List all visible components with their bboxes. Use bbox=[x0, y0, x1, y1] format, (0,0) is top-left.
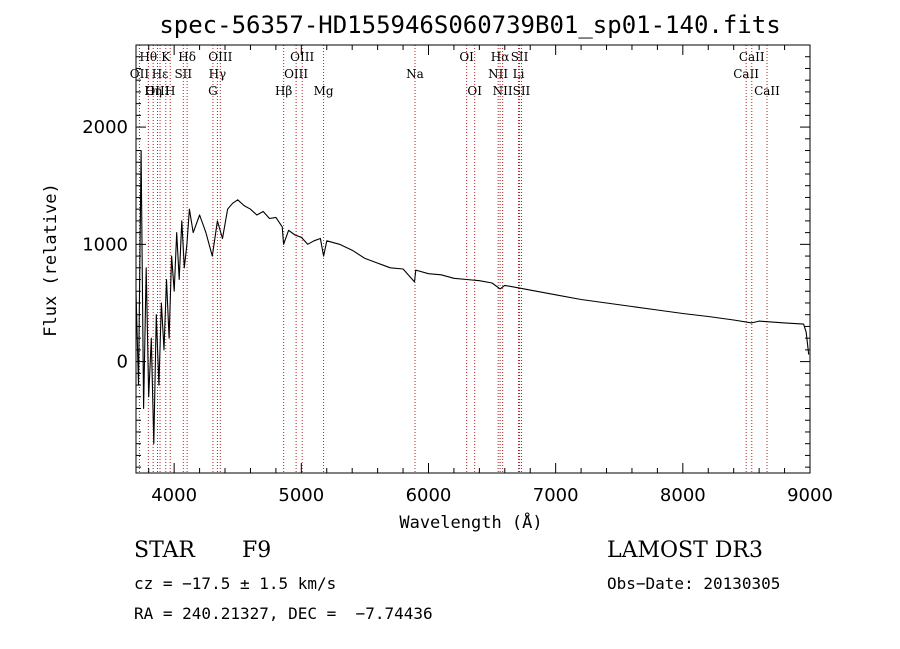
line-label-3: Hε bbox=[152, 67, 169, 81]
line-label-4: Hη bbox=[144, 84, 162, 98]
survey-name: LAMOST DR3 bbox=[607, 538, 763, 563]
line-label-0: OII bbox=[130, 67, 150, 81]
y-axis-label: Flux (relative) bbox=[41, 183, 61, 337]
line-label-2: OIII bbox=[145, 84, 169, 98]
axis-ticks: 4000 5000 6000 7000 8000 9000 0 1000 2000 bbox=[82, 45, 833, 506]
object-class: STAR bbox=[134, 538, 195, 563]
line-label-26: CaII bbox=[739, 50, 765, 64]
line-label-27: CaII bbox=[754, 84, 780, 98]
chart-title: spec-56357-HD155946S060739B01_sp01-140.f… bbox=[159, 11, 780, 39]
line-label-1: Hθ bbox=[139, 50, 157, 64]
line-label-18: OI bbox=[467, 84, 482, 98]
line-label-21: NII bbox=[493, 84, 513, 98]
x-tick-label-3: 7000 bbox=[533, 485, 579, 506]
line-label-24: SII bbox=[513, 84, 531, 98]
x-tick-label-1: 5000 bbox=[278, 485, 324, 506]
y-tick-label-0: 0 bbox=[117, 352, 128, 373]
x-tick-label-2: 6000 bbox=[406, 485, 452, 506]
line-label-13: OIII bbox=[284, 67, 308, 81]
line-label-12: Hβ bbox=[275, 84, 292, 98]
line-label-7: SII bbox=[174, 67, 192, 81]
x-tick-label-4: 8000 bbox=[660, 485, 706, 506]
object-subclass: F9 bbox=[242, 538, 272, 563]
x-tick-label-0: 4000 bbox=[151, 485, 197, 506]
line-label-9: G bbox=[208, 84, 218, 98]
x-tick-label-5: 9000 bbox=[787, 485, 833, 506]
plot-frame bbox=[135, 44, 811, 474]
line-label-25: CaII bbox=[733, 67, 759, 81]
series-line-0 bbox=[135, 149, 810, 445]
y-tick-label-1: 1000 bbox=[82, 234, 128, 255]
redshift-cz: cz = −17.5 ± 1.5 km/s bbox=[134, 574, 337, 593]
line-label-15: Mg bbox=[314, 84, 334, 98]
series-group bbox=[135, 149, 810, 445]
line-label-17: OI bbox=[459, 50, 474, 64]
line-label-10: Hγ bbox=[209, 67, 227, 81]
line-label-5: K bbox=[161, 50, 171, 64]
coordinates: RA = 240.21327, DEC = −7.74436 bbox=[134, 604, 433, 623]
x-axis-label: Wavelength (Å) bbox=[399, 511, 542, 533]
line-label-8: Hδ bbox=[178, 50, 196, 64]
observation-date: Obs−Date: 20130305 bbox=[607, 574, 781, 593]
line-label-20: Hα bbox=[491, 50, 510, 64]
line-label-23: SII bbox=[511, 50, 529, 64]
line-label-16: Na bbox=[406, 67, 424, 81]
line-label-22: Li bbox=[513, 67, 525, 81]
line-label-19: NII bbox=[488, 67, 508, 81]
spectral-line-markers: OII Hθ OIII Hε Hη K H SII Hδ G Hγ OIII Hβ OIII OIII Mg N… bbox=[130, 45, 780, 473]
y-tick-label-2: 2000 bbox=[82, 117, 128, 138]
line-label-6: H bbox=[165, 84, 175, 98]
spectrum-chart: spec-56357-HD155946S060739B01_sp01-140.f… bbox=[41, 11, 833, 533]
line-label-11: OIII bbox=[208, 50, 232, 64]
line-label-14: OIII bbox=[290, 50, 314, 64]
